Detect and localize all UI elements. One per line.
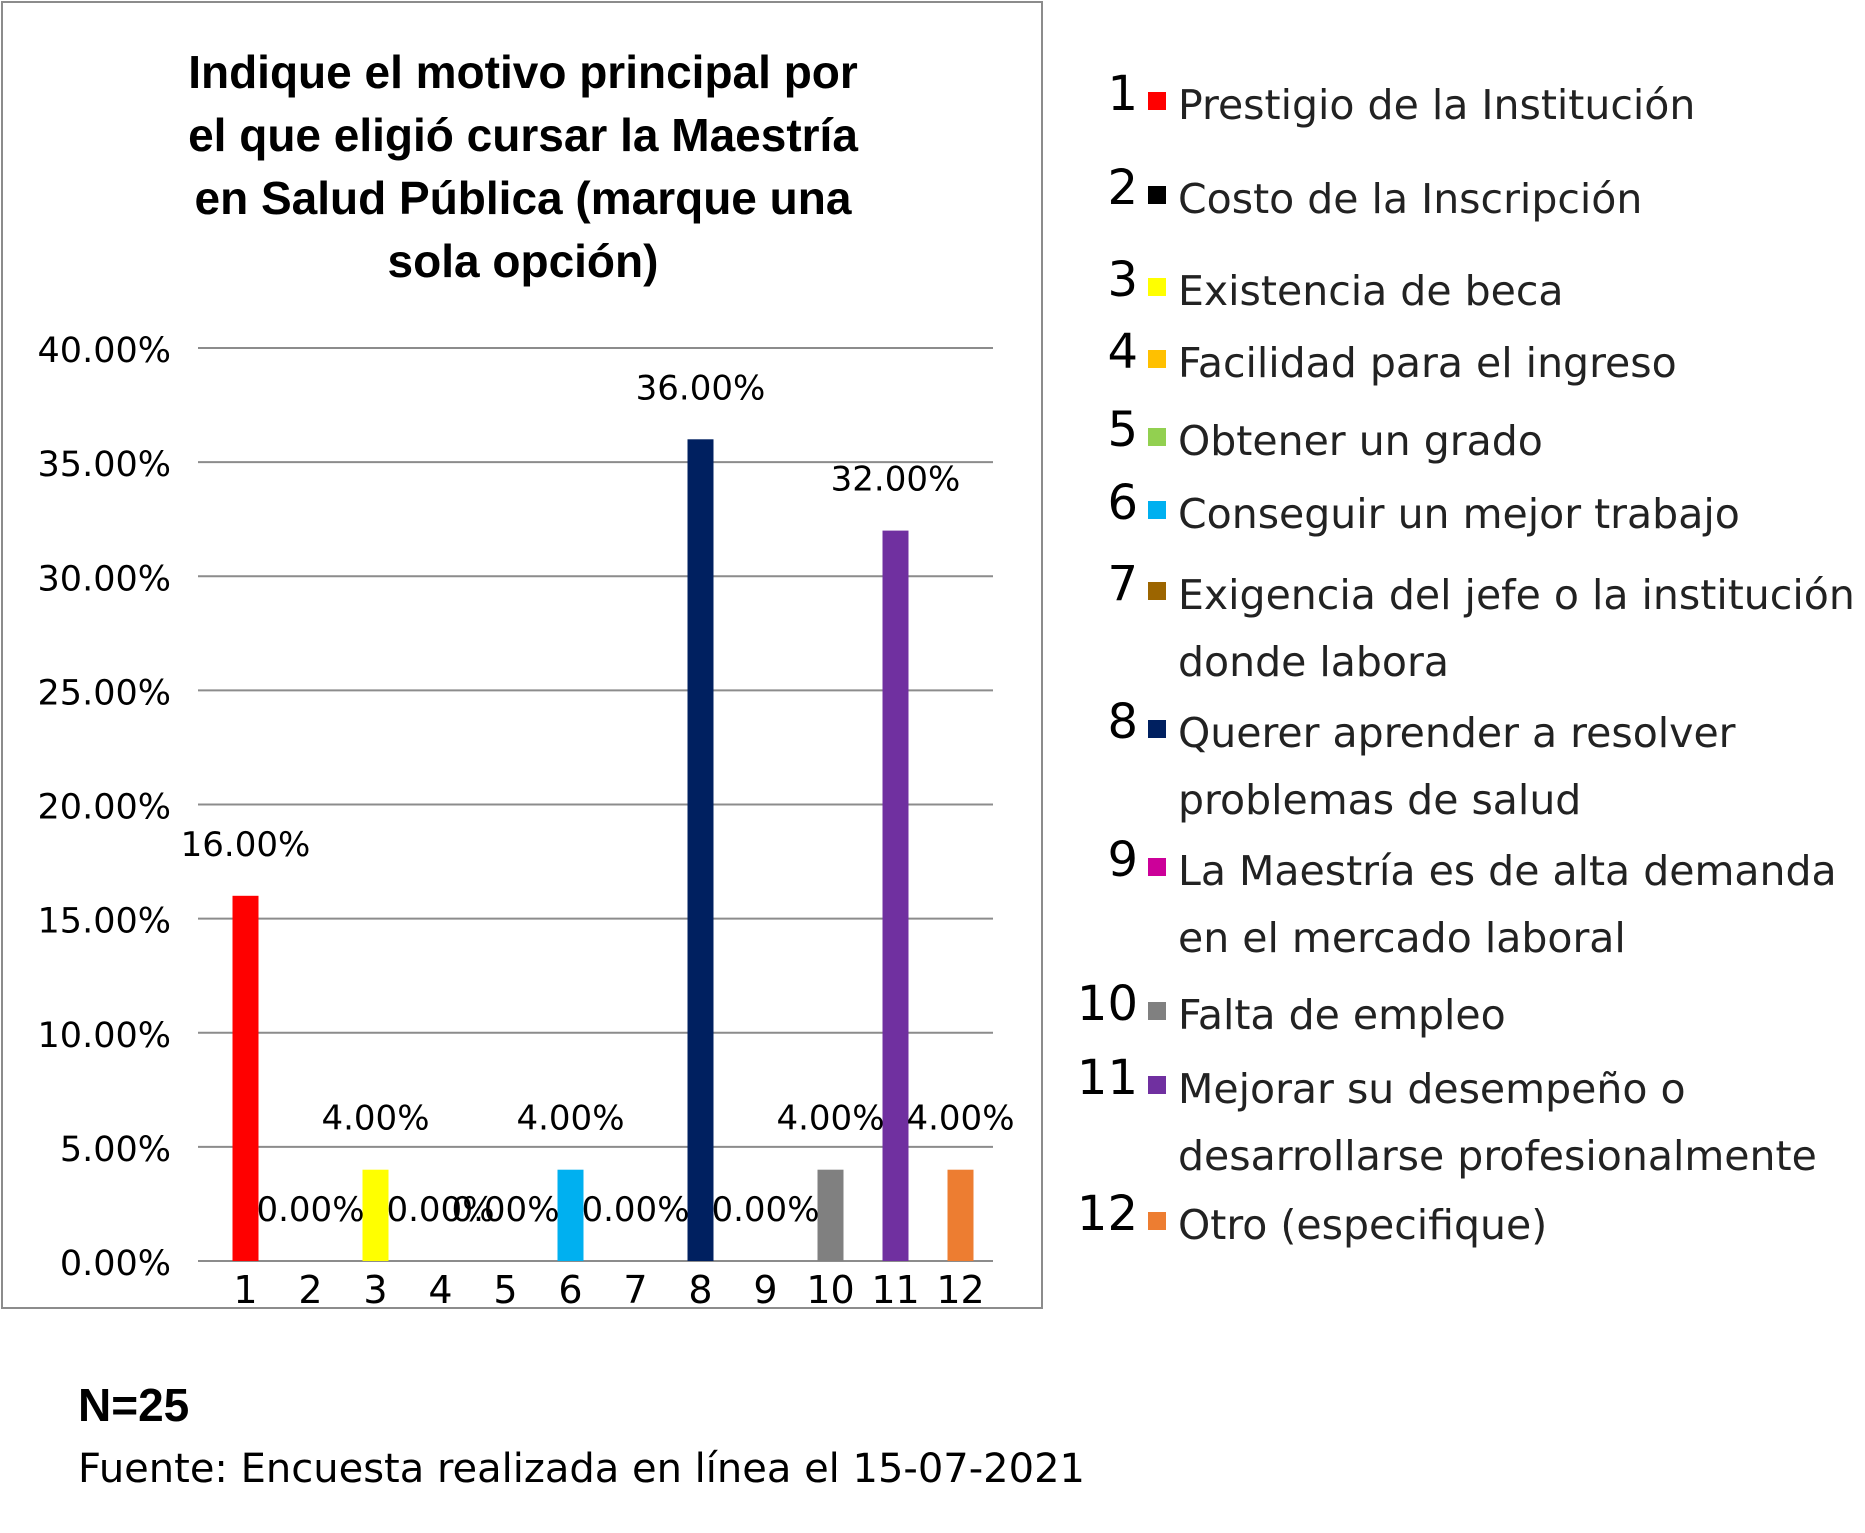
title-line: en Salud Pública (marque una	[195, 172, 852, 224]
legend-swatch	[1148, 582, 1166, 600]
y-tick-label: 25.00%	[38, 673, 171, 713]
y-tick-label: 40.00%	[38, 331, 171, 371]
legend-label: Otro (especifique)	[1178, 1201, 1548, 1249]
legend-number: 2	[1107, 160, 1138, 216]
bar	[232, 895, 259, 1261]
data-label: 4.00%	[516, 1099, 624, 1139]
source-note: Fuente: Encuesta realizada en línea el 1…	[78, 1446, 1085, 1492]
legend-swatch	[1148, 1076, 1166, 1094]
y-tick-label: 35.00%	[38, 445, 171, 485]
chart-frame: Indique el motivo principal por el que el…	[1, 1, 1043, 1309]
x-tick-label: 8	[688, 1268, 712, 1309]
data-label: 4.00%	[776, 1099, 884, 1139]
y-tick-label: 15.00%	[38, 902, 171, 942]
bars	[232, 439, 974, 1261]
bar	[687, 439, 714, 1261]
legend-label: Costo de la Inscripción	[1178, 175, 1643, 223]
sample-size: N=25	[78, 1379, 190, 1431]
data-label: 16.00%	[181, 825, 311, 865]
x-tick-label: 10	[806, 1268, 854, 1309]
title-line: sola opción)	[388, 235, 659, 287]
legend-number: 3	[1107, 252, 1138, 308]
legend-number: 1	[1107, 66, 1138, 122]
chart-title: Indique el motivo principal por el que el…	[188, 46, 858, 287]
legend-swatch	[1148, 720, 1166, 738]
legend-label: La Maestría es de alta demanda en el mer…	[1178, 847, 1837, 962]
x-tick-label: 1	[233, 1268, 257, 1309]
legend-swatch	[1148, 92, 1166, 110]
legend-label: Falta de empleo	[1178, 991, 1506, 1039]
legend: 1 Prestigio de la Institución 2 Costo de la…	[1060, 66, 1860, 1272]
legend-label: Exigencia del jefe o la institución dond…	[1178, 571, 1855, 686]
data-label: 0.00%	[581, 1190, 689, 1230]
y-tick-label: 10.00%	[38, 1016, 171, 1056]
data-label: 36.00%	[636, 368, 766, 408]
data-label: 0.00%	[386, 1190, 494, 1230]
legend-number: 11	[1076, 1050, 1138, 1106]
legend-number: 12	[1076, 1186, 1138, 1242]
legend-label: Mejorar su desempeño o desarrollarse pro…	[1178, 1065, 1817, 1180]
legend-number: 10	[1076, 976, 1138, 1032]
x-tick-label: 2	[298, 1268, 322, 1309]
legend-swatch	[1148, 186, 1166, 204]
legend-swatch	[1148, 501, 1166, 519]
y-tick-label: 5.00%	[60, 1130, 171, 1170]
legend-label: Prestigio de la Institución	[1178, 81, 1696, 129]
legend-swatch	[1148, 858, 1166, 876]
y-axis-ticks: 0.00% 5.00% 10.00% 15.00% 20.00% 25.00% 30.00%…	[38, 331, 171, 1284]
legend-label: Facilidad para el ingreso	[1178, 339, 1677, 387]
x-axis-ticks: 1 2 3 4 5 6 7 8 9 10 11 12	[233, 1268, 984, 1309]
data-label: 0.00%	[711, 1190, 819, 1230]
data-label: 4.00%	[906, 1099, 1014, 1139]
bar	[557, 1169, 584, 1261]
data-label: 0.00%	[451, 1190, 559, 1230]
y-tick-label: 0.00%	[60, 1244, 171, 1284]
title-line: el que eligió cursar la Maestría	[188, 109, 858, 161]
bar	[947, 1169, 974, 1261]
data-labels: 16.00%0.00%4.00%0.00%0.00%4.00%0.00%36.0…	[181, 368, 1015, 1230]
y-tick-label: 30.00%	[38, 559, 171, 599]
legend-number: 7	[1107, 556, 1138, 612]
x-tick-label: 4	[428, 1268, 452, 1309]
legend-number: 6	[1107, 475, 1138, 531]
legend-swatch	[1148, 428, 1166, 446]
data-label: 0.00%	[256, 1190, 364, 1230]
bar	[362, 1169, 389, 1261]
y-tick-label: 20.00%	[38, 788, 171, 828]
bar	[817, 1169, 844, 1261]
data-label: 32.00%	[831, 460, 961, 500]
x-tick-label: 11	[871, 1268, 919, 1309]
x-tick-label: 9	[753, 1268, 777, 1309]
legend-number: 8	[1107, 694, 1138, 750]
x-tick-label: 6	[558, 1268, 582, 1309]
x-tick-label: 5	[493, 1268, 517, 1309]
legend-label: Conseguir un mejor trabajo	[1178, 490, 1740, 538]
legend-label: Querer aprender a resolver problemas de …	[1178, 709, 1736, 824]
bar	[882, 530, 909, 1261]
legend-label: Existencia de beca	[1178, 267, 1564, 315]
legend-swatch	[1148, 1212, 1166, 1230]
legend-swatch	[1148, 1002, 1166, 1020]
title-line: Indique el motivo principal por	[188, 46, 858, 98]
legend-number: 4	[1107, 324, 1138, 380]
legend-swatch	[1148, 350, 1166, 368]
legend-swatch	[1148, 278, 1166, 296]
data-label: 4.00%	[321, 1099, 429, 1139]
legend-label: Obtener un grado	[1178, 417, 1543, 465]
x-tick-label: 7	[623, 1268, 647, 1309]
legend-number: 5	[1107, 402, 1138, 458]
gridlines	[198, 347, 993, 1262]
x-tick-label: 12	[936, 1268, 984, 1309]
bar-chart: Indique el motivo principal por el que el…	[38, 46, 1015, 1309]
x-tick-label: 3	[363, 1268, 387, 1309]
legend-number: 9	[1107, 832, 1138, 888]
